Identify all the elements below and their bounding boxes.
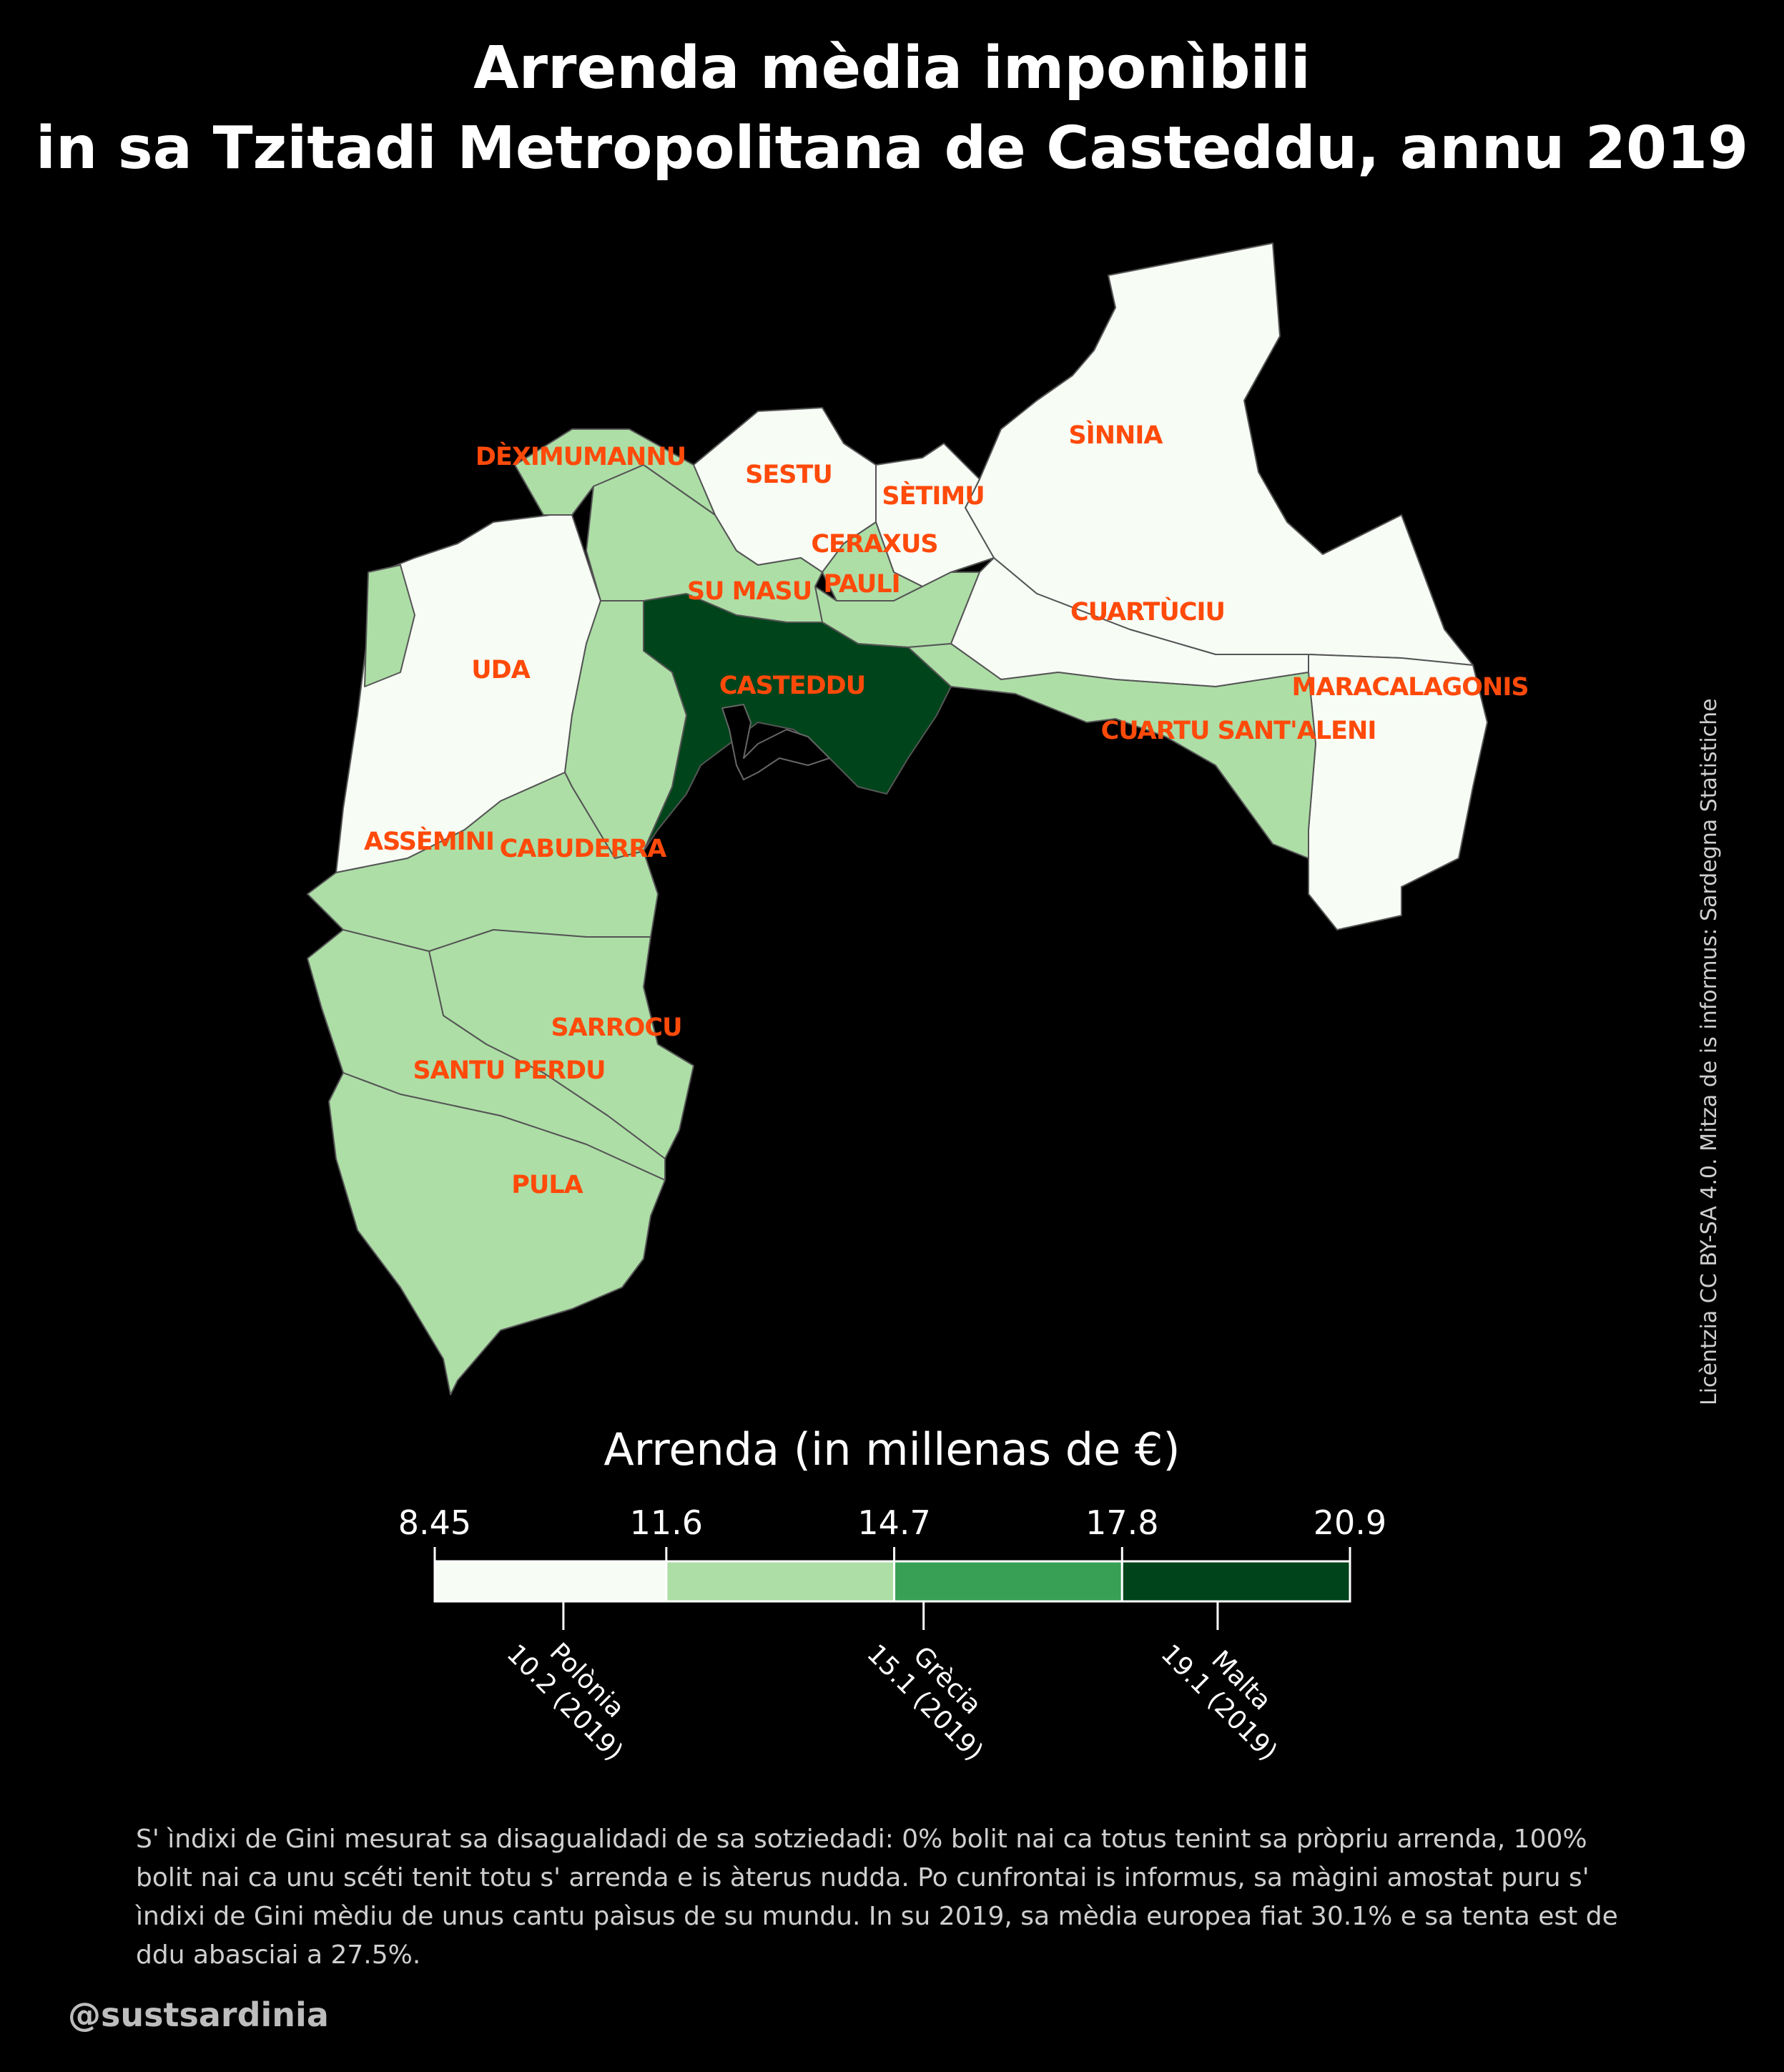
- region-pula: [328, 1072, 666, 1395]
- municipality-label: CUARTÙCIU: [1070, 596, 1225, 627]
- municipality-label: PAULI: [823, 570, 900, 599]
- municipality-label: MARACALAGONIS: [1291, 673, 1528, 702]
- legend-break-label: 14.7: [857, 1503, 930, 1542]
- legend-color-box: [665, 1560, 896, 1603]
- municipality-label: ASSÈMINI: [364, 826, 494, 856]
- municipality-label: SU MASU: [687, 577, 812, 606]
- title-line-2: in sa Tzitadi Metropolitana de Casteddu,…: [35, 114, 1749, 182]
- municipality-label: SÈTIMU: [882, 481, 984, 511]
- municipality-label: SARROCU: [551, 1013, 681, 1042]
- municipality-label: DÈXIMUMANNU: [475, 441, 686, 471]
- municipality-label: CERAXUS: [811, 530, 937, 559]
- municipality-label: SESTU: [745, 461, 832, 489]
- legend-break-label: 8.45: [398, 1503, 471, 1542]
- legend-color-box: [893, 1560, 1123, 1603]
- title-line-1: Arrenda mèdia imponìbili: [473, 34, 1311, 102]
- municipality-label: CABUDERRA: [500, 835, 667, 863]
- author-handle: @sustsardinia: [68, 1995, 329, 2034]
- gini-note: S' ìndixi de Gini mesurat sa disagualida…: [136, 1825, 1618, 1970]
- legend-color-box: [433, 1560, 668, 1603]
- legend-break-label: 11.6: [630, 1503, 703, 1542]
- municipality-label: SÌNNIA: [1069, 420, 1163, 450]
- legend-break-label: 20.9: [1314, 1503, 1386, 1542]
- municipality-label: CASTEDDU: [719, 672, 865, 700]
- harbour-detail: [721, 704, 830, 780]
- source-credit: Licèntzia CC BY-SA 4.0. Mitza de is info…: [1697, 698, 1722, 1405]
- legend-break-label: 17.8: [1085, 1503, 1158, 1542]
- region-uda-w: [364, 564, 415, 687]
- municipality-label: UDA: [471, 656, 530, 684]
- legend-color-box: [1120, 1560, 1351, 1603]
- region-cuartu-sant-aleni: [907, 643, 1316, 859]
- municipality-label: PULA: [511, 1171, 583, 1199]
- municipality-label: SANTU PERDU: [413, 1056, 605, 1085]
- municipality-label: CUARTU SANT'ALENI: [1101, 717, 1376, 745]
- legend-title: Arrenda (in millenas de €): [603, 1423, 1181, 1476]
- map-title: Arrenda mèdia imponìbili in sa Tzitadi M…: [0, 29, 1784, 189]
